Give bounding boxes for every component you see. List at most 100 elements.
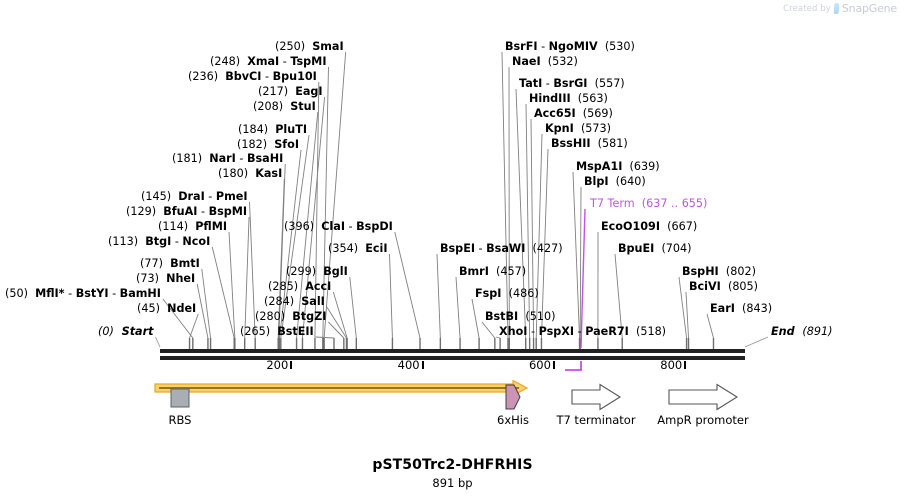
enzyme-name: BtgZI: [292, 310, 327, 323]
site-position: (114): [158, 220, 189, 233]
site-position: (530): [604, 40, 635, 53]
site-label-acci[interactable]: (285) AccI: [268, 281, 331, 293]
enzyme-separator: -: [344, 220, 357, 233]
leader-line: [525, 103, 531, 339]
site-label-bstbi[interactable]: BstBI (510): [485, 311, 555, 323]
enzyme-name: BmrI: [459, 265, 489, 278]
site-label-bmti[interactable]: (77) BmtI: [140, 258, 200, 270]
site-label-bpuei[interactable]: BpuEI (704): [618, 243, 692, 255]
site-position: (113): [108, 235, 139, 248]
site-label-drai[interactable]: (145) DraI - PmeI: [141, 191, 248, 203]
site-position: (280): [255, 310, 286, 323]
site-label-bsteii[interactable]: (265) BstEII: [240, 326, 314, 338]
site-label-start[interactable]: (0) Start: [98, 326, 153, 338]
site-label-ndei[interactable]: (45) NdeI: [137, 303, 196, 315]
site-label-bgli[interactable]: (299) BglI: [286, 266, 348, 278]
site-label-bmri[interactable]: BmrI (457): [459, 266, 526, 278]
enzyme-name: PaeR7I: [585, 325, 629, 338]
feature-leader-line: [580, 208, 586, 349]
enzyme-name: PmeI: [215, 190, 248, 203]
feature-shape: [505, 384, 521, 410]
site-position: (182): [237, 138, 268, 151]
site-position: (354): [328, 242, 359, 255]
ruler-tick: [684, 361, 687, 369]
enzyme-separator: -: [527, 325, 539, 338]
site-position: (50): [5, 287, 28, 300]
site-label-eari[interactable]: EarI (843): [710, 303, 772, 315]
site-label-bsphi[interactable]: BspHI (802): [682, 266, 756, 278]
enzyme-name: BsaHI: [246, 152, 284, 165]
site-label-stui[interactable]: (208) StuI: [253, 101, 316, 113]
site-label-btgi[interactable]: (113) BtgI - NcoI: [108, 236, 210, 248]
site-label-eagi[interactable]: (217) EagI: [258, 86, 323, 98]
site-label-mfli[interactable]: (50) MflI* - BstYI - BamHI: [5, 288, 161, 300]
site-label-btgzi[interactable]: (280) BtgZI: [255, 311, 326, 323]
site-position: (265): [240, 325, 271, 338]
feature-glyph-t7-terminator[interactable]: [570, 383, 622, 415]
site-position: (510): [525, 310, 556, 323]
enzyme-name: KasI: [255, 167, 283, 180]
leader-line: [296, 111, 319, 339]
site-label-sali[interactable]: (284) SalI: [264, 296, 325, 308]
leader-line: [706, 313, 714, 339]
feature-shape: [170, 388, 190, 408]
site-label-bspei[interactable]: BspEI - BsaWI (427): [440, 243, 563, 255]
site-label-naei[interactable]: NaeI (532): [512, 56, 578, 68]
enzyme-name: XmaI: [247, 55, 280, 68]
site-label-smai[interactable]: (250) SmaI: [275, 41, 344, 53]
site-position: (284): [264, 295, 295, 308]
ruler-tick-label: 600: [528, 358, 551, 372]
site-label-sfoi[interactable]: (182) SfoI: [237, 139, 299, 151]
site-label-fspi[interactable]: FspI (486): [475, 288, 539, 300]
site-label-pluti[interactable]: (184) PluTI: [238, 124, 307, 136]
site-label-xhoi[interactable]: XhoI - PspXI - PaeR7I (518): [499, 326, 666, 338]
enzyme-name: BstYI: [75, 287, 109, 300]
site-label-hindiii[interactable]: HindIII (563): [529, 93, 608, 105]
enzyme-name: BciVI: [689, 280, 721, 293]
site-label-kpni[interactable]: KpnI (573): [545, 123, 611, 135]
enzyme-name: BfuAI: [163, 205, 198, 218]
leader-line: [244, 216, 250, 339]
feature-glyph-ampr-promoter[interactable]: [667, 383, 739, 415]
site-label-bsshii[interactable]: BssHII (581): [551, 138, 628, 150]
site-label-bsrfi[interactable]: BsrFI - NgoMIV (530): [505, 41, 635, 53]
ruler-tick-label: 400: [397, 358, 420, 372]
site-label-blpi[interactable]: BlpI (640): [584, 176, 646, 188]
enzyme-name: BbvCI: [225, 70, 262, 83]
site-label-nhei[interactable]: (73) NheI: [136, 273, 195, 285]
site-position: (181): [172, 152, 203, 165]
enzyme-name: BspHI: [682, 265, 719, 278]
glyph-arrow: [505, 384, 521, 410]
feature-glyph-rbs[interactable]: [170, 388, 190, 412]
feature-glyph-6xhis[interactable]: [504, 383, 522, 415]
site-label-mspa1i[interactable]: MspA1I (639): [576, 161, 660, 173]
site-label-bcivi[interactable]: BciVI (805): [689, 281, 758, 293]
ruler-tick: [552, 361, 555, 369]
site-label-clai[interactable]: (396) ClaI - BspDI: [284, 221, 393, 233]
site-label-kasi[interactable]: (180) KasI: [218, 168, 282, 180]
snapgene-brand: SnapGene: [841, 2, 897, 15]
leader-line: [211, 246, 235, 339]
site-position: (843): [742, 302, 773, 315]
feature-label-t7term-label[interactable]: T7 Term (637 .. 655): [590, 198, 707, 210]
enzyme-name: NcoI: [182, 235, 211, 248]
enzyme-name: SalI: [301, 295, 325, 308]
site-label-pflmi[interactable]: (114) PflMI: [158, 221, 227, 233]
feature-range-bracket: [565, 361, 582, 371]
leader-line: [579, 186, 582, 339]
site-label-ecii[interactable]: (354) EciI: [328, 243, 388, 255]
site-label-xmai[interactable]: (248) XmaI - TspMI: [210, 56, 326, 68]
site-label-acc65i[interactable]: Acc65I (569): [534, 108, 613, 120]
site-label-end[interactable]: End (891): [771, 326, 833, 338]
site-label-bfuai[interactable]: (129) BfuAI - BspMI: [126, 206, 247, 218]
site-label-nari[interactable]: (181) NarI - BsaHI: [172, 153, 283, 165]
glyph-box: [170, 388, 190, 408]
site-label-ecoo109i[interactable]: EcoO109I (667): [601, 221, 697, 233]
site-label-tati[interactable]: TatI - BsrGI (557): [519, 78, 625, 90]
leader-line: [495, 336, 501, 339]
site-position: (77): [140, 257, 163, 270]
enzyme-separator: -: [171, 235, 183, 248]
site-label-bbvci[interactable]: (236) BbvCI - Bpu10I: [188, 71, 317, 83]
enzyme-name: TatI: [519, 77, 543, 90]
